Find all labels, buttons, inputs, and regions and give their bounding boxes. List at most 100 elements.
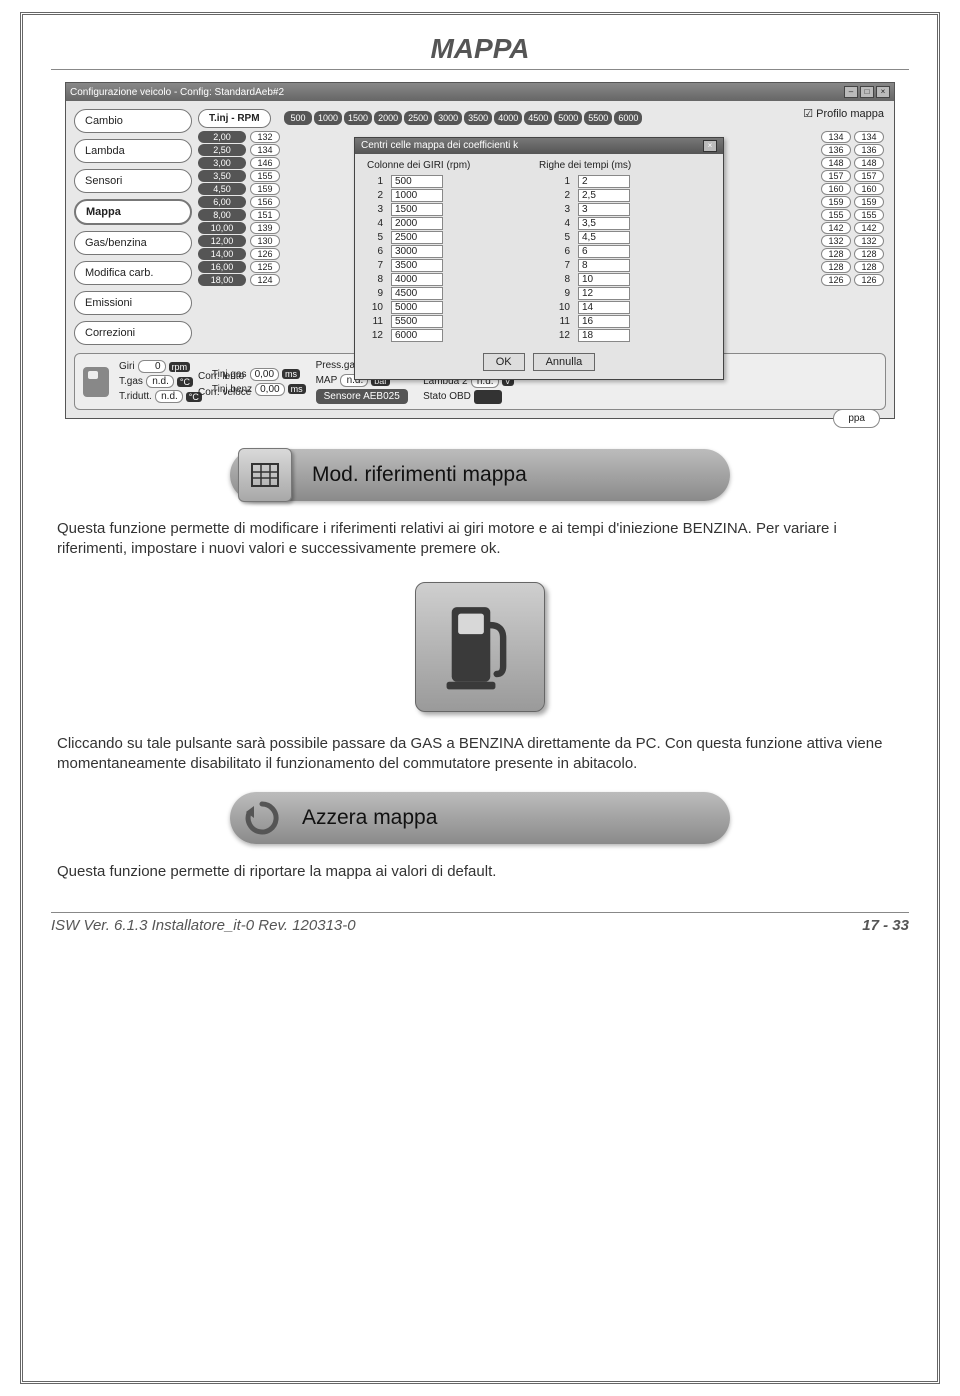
dialog-col2-label: Righe dei tempi (ms) bbox=[539, 160, 711, 171]
giri-unit: rpm bbox=[169, 362, 191, 372]
sidebar-item-modifica-carb-[interactable]: Modifica carb. bbox=[74, 261, 192, 285]
dialog-value-input[interactable]: 5000 bbox=[391, 301, 443, 314]
obd-label: Stato OBD bbox=[423, 391, 471, 402]
dialog-value-input[interactable]: 14 bbox=[578, 301, 630, 314]
cancel-button[interactable]: Annulla bbox=[533, 353, 596, 371]
tinj-label: T.inj - RPM bbox=[198, 109, 271, 128]
dialog-value-input[interactable]: 1000 bbox=[391, 189, 443, 202]
tinjbenz-value: 0,00 bbox=[255, 383, 284, 396]
dialog-value-input[interactable]: 2500 bbox=[391, 231, 443, 244]
dialog-value-input[interactable]: 3500 bbox=[391, 259, 443, 272]
dialog-row-index: 8 bbox=[554, 274, 570, 285]
sidebar-item-mappa[interactable]: Mappa bbox=[74, 199, 192, 225]
maximize-icon[interactable]: □ bbox=[860, 86, 874, 98]
dialog-value-input[interactable]: 2000 bbox=[391, 217, 443, 230]
inj-ms-cell: 16,00 bbox=[198, 261, 246, 273]
giri-value: 0 bbox=[138, 360, 166, 373]
dialog-value-input[interactable]: 3000 bbox=[391, 245, 443, 258]
sensor-chip: Sensore AEB025 bbox=[316, 389, 408, 404]
rpm-header-cell: 5500 bbox=[584, 111, 612, 125]
rpm-header-cell: 2000 bbox=[374, 111, 402, 125]
tinjbenz-unit: ms bbox=[288, 384, 306, 394]
k-cell: 128 bbox=[854, 261, 884, 273]
k-cell: 148 bbox=[821, 157, 851, 169]
k-cell: 132 bbox=[854, 235, 884, 247]
ok-button[interactable]: OK bbox=[483, 353, 525, 371]
mod-riferimenti-button[interactable]: Mod. riferimenti mappa bbox=[230, 449, 730, 501]
tgas-label: T.gas bbox=[119, 376, 143, 387]
inj-k-cell: 125 bbox=[250, 261, 280, 273]
dialog-value-input[interactable]: 500 bbox=[391, 175, 443, 188]
tgas-value: n.d. bbox=[146, 375, 174, 388]
dialog-close-icon[interactable]: × bbox=[703, 140, 717, 152]
sidebar-item-lambda[interactable]: Lambda bbox=[74, 139, 192, 163]
k-cell: 160 bbox=[854, 183, 884, 195]
close-icon[interactable]: × bbox=[876, 86, 890, 98]
sidebar-item-gas-benzina[interactable]: Gas/benzina bbox=[74, 231, 192, 255]
dialog-value-input[interactable]: 6 bbox=[578, 245, 630, 258]
footer-page: 17 - 33 bbox=[862, 917, 909, 934]
dialog-value-input[interactable]: 1500 bbox=[391, 203, 443, 216]
dialog-value-input[interactable]: 3 bbox=[578, 203, 630, 216]
dialog-value-input[interactable]: 4,5 bbox=[578, 231, 630, 244]
k-cell: 132 bbox=[821, 235, 851, 247]
dialog-value-input[interactable]: 10 bbox=[578, 273, 630, 286]
sidebar-item-sensori[interactable]: Sensori bbox=[74, 169, 192, 193]
k-cell: 134 bbox=[821, 131, 851, 143]
dialog-row-index: 7 bbox=[554, 260, 570, 271]
inj-k-cell: 124 bbox=[250, 274, 280, 286]
dialog-value-input[interactable]: 16 bbox=[578, 315, 630, 328]
dialog-value-input[interactable]: 4500 bbox=[391, 287, 443, 300]
fuel-pump-icon[interactable] bbox=[83, 367, 109, 397]
dialog-value-input[interactable]: 2,5 bbox=[578, 189, 630, 202]
rpm-header-cell: 4000 bbox=[494, 111, 522, 125]
rpm-header-row: 5001000150020002500300035004000450050005… bbox=[284, 111, 642, 125]
rpm-header-cell: 3000 bbox=[434, 111, 462, 125]
profilo-mappa-checkbox[interactable]: Profilo mappa bbox=[803, 107, 884, 120]
dialog-value-input[interactable]: 3,5 bbox=[578, 217, 630, 230]
rpm-header-cell: 500 bbox=[284, 111, 312, 125]
dialog-value-input[interactable]: 8 bbox=[578, 259, 630, 272]
dialog-value-input[interactable]: 2 bbox=[578, 175, 630, 188]
k-cell: 148 bbox=[854, 157, 884, 169]
dialog-row-index: 12 bbox=[367, 330, 383, 341]
dialog-row-index: 3 bbox=[554, 204, 570, 215]
rpm-header-cell: 2500 bbox=[404, 111, 432, 125]
k-cell: 157 bbox=[821, 170, 851, 182]
sidebar-item-cambio[interactable]: Cambio bbox=[74, 109, 192, 133]
k-cell: 160 bbox=[821, 183, 851, 195]
dialog-value-input[interactable]: 4000 bbox=[391, 273, 443, 286]
footer-left: ISW Ver. 6.1.3 Installatore_it-0 Rev. 12… bbox=[51, 917, 356, 934]
dialog-value-input[interactable]: 12 bbox=[578, 287, 630, 300]
dialog-row-index: 2 bbox=[367, 190, 383, 201]
k-cell: 155 bbox=[854, 209, 884, 221]
dialog-tempi-column: 1222,53343,554,56678810912101411161218 bbox=[554, 175, 711, 343]
k-cell: 126 bbox=[854, 274, 884, 286]
sidebar-item-emissioni[interactable]: Emissioni bbox=[74, 291, 192, 315]
corr-labels: Corr. lento Corr. veloce bbox=[198, 369, 251, 401]
inj-ms-cell: 4,50 bbox=[198, 183, 246, 195]
coefficients-dialog: Centri celle mappa dei coefficienti k × … bbox=[354, 137, 724, 380]
inj-k-cell: 130 bbox=[250, 235, 280, 247]
dialog-value-input[interactable]: 6000 bbox=[391, 329, 443, 342]
sidebar-item-correzioni[interactable]: Correzioni bbox=[74, 321, 192, 345]
dialog-giri-column: 1500210003150042000525006300073500840009… bbox=[367, 175, 524, 343]
dialog-row-index: 3 bbox=[367, 204, 383, 215]
dialog-row-index: 9 bbox=[554, 288, 570, 299]
dialog-value-input[interactable]: 18 bbox=[578, 329, 630, 342]
map-area: T.inj - RPM Profilo mappa 50010001500200… bbox=[198, 109, 886, 345]
app-window: Configurazione veicolo - Config: Standar… bbox=[65, 82, 895, 419]
inj-k-cell: 139 bbox=[250, 222, 280, 234]
azzera-mappa-button[interactable]: Azzera mappa bbox=[230, 792, 730, 844]
window-titlebar[interactable]: Configurazione veicolo - Config: Standar… bbox=[66, 83, 894, 101]
inj-k-cell: 155 bbox=[250, 170, 280, 182]
k-cell: 128 bbox=[821, 248, 851, 260]
k-cell: 136 bbox=[854, 144, 884, 156]
dialog-value-input[interactable]: 5500 bbox=[391, 315, 443, 328]
rpm-header-cell: 5000 bbox=[554, 111, 582, 125]
minimize-icon[interactable]: – bbox=[844, 86, 858, 98]
giri-label: Giri bbox=[119, 361, 135, 372]
fuel-pump-button[interactable] bbox=[415, 582, 545, 712]
ppa-button[interactable]: ppa bbox=[833, 409, 880, 428]
k-cell: 142 bbox=[854, 222, 884, 234]
